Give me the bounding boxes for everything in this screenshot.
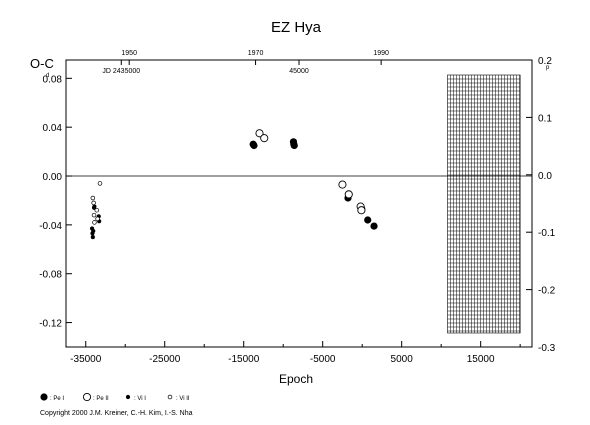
x-tick-label: 5000 [391,354,414,365]
data-point-open-small [92,220,97,225]
y-axis-unit-right: p [546,65,550,71]
y-tick-label-left: -0.08 [39,270,62,281]
data-point-filled-large [250,141,258,150]
data-point-filled-small [91,228,96,234]
y-tick-label-left: 0.08 [43,74,63,85]
y-tick-label-right: 0.0 [538,171,552,182]
x-tick-label: -5000 [310,354,336,365]
x-tick-label: 15000 [467,354,495,365]
legend-marker-filled-large [40,393,48,401]
data-point-open-large [255,129,264,138]
jd-label: JD 2435000 [102,68,140,75]
y-axis-unit-left: d [46,73,49,79]
data-point-open-small [90,195,96,201]
y-tick-label-right: 0.2 [538,56,552,67]
data-point-open-small [91,200,96,206]
y-tick-label-right: -0.1 [538,228,556,239]
data-point-open-small [95,216,100,222]
legend-marker-open-small [167,394,173,400]
data-point-open-large [344,190,353,199]
y-tick-label-left: -0.04 [39,221,62,232]
legend-marker-open-large [82,392,92,402]
hatched-region [447,74,521,334]
jd-label: 45000 [289,68,309,75]
year-label: 1990 [373,50,389,57]
y-tick-label-left: 0.00 [43,172,63,183]
y-tick-label-right: 0.1 [538,113,552,124]
legend: : Pe I : Pe II : Vi I : Vi II [40,392,190,402]
legend-label: : Vi II [176,396,190,402]
data-point-filled-small [90,234,95,240]
x-axis-ticks: -35000 -25000 -15000 -5000 5000 15000 [70,341,521,365]
year-label: 1970 [248,50,264,57]
top-date-axis: 1950 1970 1990 JD 2435000 45000 [102,50,389,75]
y-tick-label-left: -0.12 [39,319,62,330]
chart-title: EZ Hya [271,19,322,36]
x-tick-label: -35000 [70,354,102,365]
y-axis-label: O-C [30,56,54,71]
data-point-filled-large [290,141,298,150]
data-point-open-small [91,212,97,218]
right-y-axis-ticks: 0.2 0.1 0.0 -0.1 -0.2 -0.3 [526,56,556,354]
y-tick-label-right: -0.3 [538,343,556,354]
legend-label: : Pe I [50,396,64,402]
legend-label: : Pe II [93,396,109,402]
data-point-filled-large [364,216,372,224]
y-tick-label-right: -0.2 [538,286,556,297]
x-axis-label: Epoch [279,372,313,386]
data-point-open-small [94,207,100,213]
copyright-note: Copyright 2000 J.M. Kreiner, C.-H. Kim, … [40,410,193,417]
legend-marker-filled-small [125,394,131,400]
year-label: 1950 [121,50,137,57]
data-point-open-large [357,206,366,215]
x-tick-label: -15000 [228,354,260,365]
data-point-open-large [338,180,347,189]
data-point-filled-small [92,204,97,209]
hatch-box [447,74,521,334]
data-point-open-small [97,181,103,186]
x-tick-label: -25000 [149,354,181,365]
data-point-filled-large [370,222,378,230]
data-point-open-large [260,134,269,143]
legend-label: : Vi I [134,396,146,402]
left-y-axis-ticks: 0.08 0.04 0.00 -0.04 -0.08 -0.12 [39,74,72,330]
data-points [89,129,378,240]
y-tick-label-left: 0.04 [43,123,63,134]
